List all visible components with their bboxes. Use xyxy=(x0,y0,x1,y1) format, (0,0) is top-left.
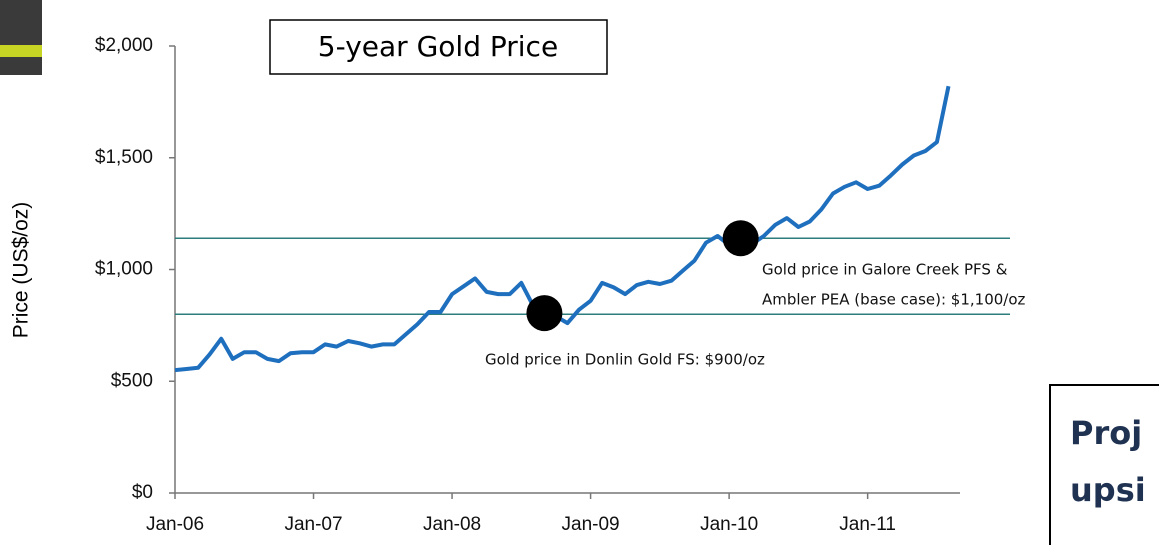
photo-stripe xyxy=(0,45,42,57)
annotation: Gold price in Donlin Gold FS: $900/oz xyxy=(485,351,765,369)
y-tick-label: $2,000 xyxy=(95,35,153,56)
x-tick-label: Jan-06 xyxy=(146,514,204,535)
annotation: Ambler PEA (base case): $1,100/oz xyxy=(762,291,1026,309)
chart-title: 5-year Gold Price xyxy=(318,30,558,63)
x-tick-label: Jan-11 xyxy=(839,514,896,535)
photo-fragment xyxy=(0,0,42,75)
callout-text: Proj xyxy=(1070,414,1142,452)
y-tick-label: $500 xyxy=(111,370,153,391)
x-tick-label: Jan-08 xyxy=(423,514,481,535)
x-tick-label: Jan-07 xyxy=(284,514,342,535)
marker-dot xyxy=(526,295,562,331)
price-line xyxy=(175,86,949,370)
y-tick-label: $1,000 xyxy=(95,259,153,280)
annotation: Gold price in Galore Creek PFS & xyxy=(762,261,1008,279)
callout-box xyxy=(1050,385,1159,545)
x-tick-label: Jan-09 xyxy=(562,514,620,535)
y-tick-label: $0 xyxy=(132,482,153,503)
y-tick-label: $1,500 xyxy=(95,147,153,168)
marker-dot xyxy=(723,220,759,256)
chart: 5-year Gold Price Price (US$/oz) Gold pr… xyxy=(0,0,1159,545)
x-tick-label: Jan-10 xyxy=(700,514,758,535)
y-axis-label: Price (US$/oz) xyxy=(10,202,33,339)
callout-text: upsi xyxy=(1070,471,1146,509)
